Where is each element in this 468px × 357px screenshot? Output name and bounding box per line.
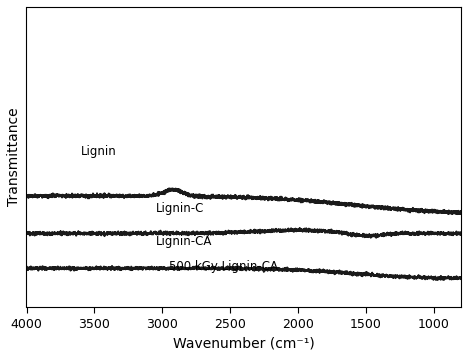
Text: Lignin: Lignin [81, 145, 117, 159]
Text: 500 kGy Lignin-CA: 500 kGy Lignin-CA [169, 261, 278, 273]
Text: Lignin-CA: Lignin-CA [155, 235, 212, 248]
Y-axis label: Transmittance: Transmittance [7, 108, 21, 206]
X-axis label: Wavenumber (cm⁻¹): Wavenumber (cm⁻¹) [173, 336, 314, 350]
Text: Lignin-C: Lignin-C [155, 202, 204, 215]
